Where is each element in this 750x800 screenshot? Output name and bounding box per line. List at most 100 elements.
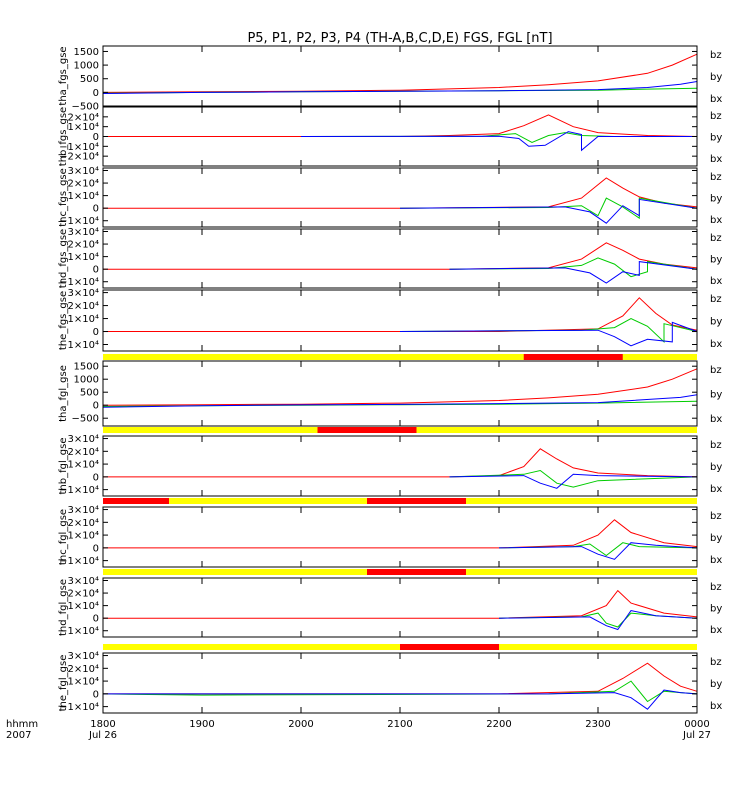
y-tick-label: −1×10⁴ xyxy=(59,702,99,713)
y-tick-label: 0 xyxy=(93,689,99,700)
panel-frame xyxy=(102,577,698,638)
x-tick-label: 2100 xyxy=(387,719,412,730)
legend-bx: bx xyxy=(710,215,722,226)
status-bar xyxy=(103,498,697,504)
status-bar-yellow xyxy=(103,354,697,360)
x-tick-label: 2000 xyxy=(288,719,313,730)
legend-bx: bx xyxy=(710,625,722,636)
panel-frame xyxy=(102,652,698,714)
status-bars-group xyxy=(103,354,697,650)
legend-by: by xyxy=(710,194,722,205)
y-tick-label: 2×10⁴ xyxy=(68,447,99,458)
status-bar xyxy=(103,354,697,360)
panel-frame xyxy=(102,435,698,497)
series-line-by xyxy=(449,469,698,488)
x-tick-label: 2300 xyxy=(585,719,610,730)
legend-bz: bz xyxy=(710,511,722,522)
panel-frame xyxy=(102,289,698,352)
y-tick-label: 1000 xyxy=(74,375,99,386)
series-line-bz xyxy=(102,368,698,406)
status-bar-red xyxy=(317,427,417,433)
y-axis-label: thd_fgl_gse xyxy=(58,579,69,636)
y-tick-label: 1×10⁴ xyxy=(68,191,99,202)
panel-tha_fgs_gse: −500 0 500 1000 1500 tha_fgs_gse bz by bx xyxy=(58,45,722,113)
legend-bz: bz xyxy=(710,582,722,593)
y-tick-label: 1×10⁴ xyxy=(68,314,99,325)
time-axis: hhmm 2007 1800 1900 2000 2100 2200 2300 0000Ju… xyxy=(6,719,711,741)
series-line-by xyxy=(399,318,698,344)
y-tick-label: −2×10⁴ xyxy=(59,152,99,163)
status-bar-red xyxy=(103,498,169,504)
series-line-bz xyxy=(103,662,698,695)
legend-by: by xyxy=(710,390,722,401)
y-tick-label: −1×10⁴ xyxy=(59,485,99,496)
series-line-bx xyxy=(102,81,698,94)
legend-bx: bx xyxy=(710,276,722,287)
y-axis-label: thb_fgl_gse xyxy=(58,438,69,495)
legend-bx: bx xyxy=(710,555,722,566)
status-bar-red xyxy=(400,644,499,650)
series-line-by xyxy=(498,542,698,557)
series-line-by xyxy=(449,257,698,278)
legend-bz: bz xyxy=(710,440,722,451)
series-line-bx xyxy=(498,542,698,560)
x-tick-label: 1800 xyxy=(90,719,115,730)
legend-bz: bz xyxy=(710,365,722,376)
legend-bx: bx xyxy=(710,701,722,712)
series-line-bx xyxy=(449,261,698,284)
y-tick-label: 0 xyxy=(93,472,99,483)
panel-frame xyxy=(102,506,698,568)
y-axis-label: tha_fgs_gse xyxy=(58,46,69,105)
y-tick-label: 0 xyxy=(93,204,99,215)
x-tick-label: 1900 xyxy=(189,719,214,730)
y-tick-label: 3×10⁴ xyxy=(68,651,99,662)
series-line-bx xyxy=(300,131,697,152)
series-line-bz xyxy=(103,519,698,549)
legend-bz: bz xyxy=(710,172,722,183)
legend-by: by xyxy=(710,133,722,144)
legend-bx: bx xyxy=(710,94,722,105)
series-line-bz xyxy=(103,177,698,209)
y-axis-label: thd_fgs_gse xyxy=(58,229,69,288)
y-tick-label: 2×10⁴ xyxy=(68,589,99,600)
legend-bx: bx xyxy=(710,154,722,165)
y-axis-label: thc_fgs_gse xyxy=(58,168,69,227)
corner-label-year: 2007 xyxy=(6,730,31,741)
y-axis-label: thb_fgs_gse xyxy=(58,107,69,166)
y-tick-label: −1×10⁴ xyxy=(59,340,99,351)
legend-by: by xyxy=(710,317,722,328)
legend-bx: bx xyxy=(710,484,722,495)
y-tick-label: 0 xyxy=(93,327,99,338)
y-tick-label: 0 xyxy=(93,265,99,276)
y-tick-label: 2×10⁴ xyxy=(68,664,99,675)
series-line-bx xyxy=(399,321,698,347)
series-line-bx xyxy=(498,610,698,631)
series-line-bx xyxy=(399,198,698,224)
y-tick-label: −1×10⁴ xyxy=(59,626,99,637)
y-tick-label: 1×10⁴ xyxy=(68,601,99,612)
y-tick-label: 0 xyxy=(93,543,99,554)
series-line-by xyxy=(102,680,698,703)
y-axis-label: thc_fgl_gse xyxy=(58,509,69,565)
y-tick-label: 3×10⁴ xyxy=(68,166,99,177)
y-tick-label: 1×10⁴ xyxy=(68,677,99,688)
x-date-label: Jul 27 xyxy=(682,730,711,741)
y-axis-label: tha_fgl_gse xyxy=(58,365,69,422)
y-tick-label: 2×10⁴ xyxy=(68,179,99,190)
series-line-bz xyxy=(103,297,698,332)
status-bar xyxy=(103,644,697,650)
legend-by: by xyxy=(710,255,722,266)
y-tick-label: −500 xyxy=(72,414,99,425)
x-tick-label: 2200 xyxy=(486,719,511,730)
y-tick-label: 2×10⁴ xyxy=(68,301,99,312)
legend-by: by xyxy=(710,679,722,690)
y-tick-label: 3×10⁴ xyxy=(68,505,99,516)
series-line-bz xyxy=(103,242,698,270)
